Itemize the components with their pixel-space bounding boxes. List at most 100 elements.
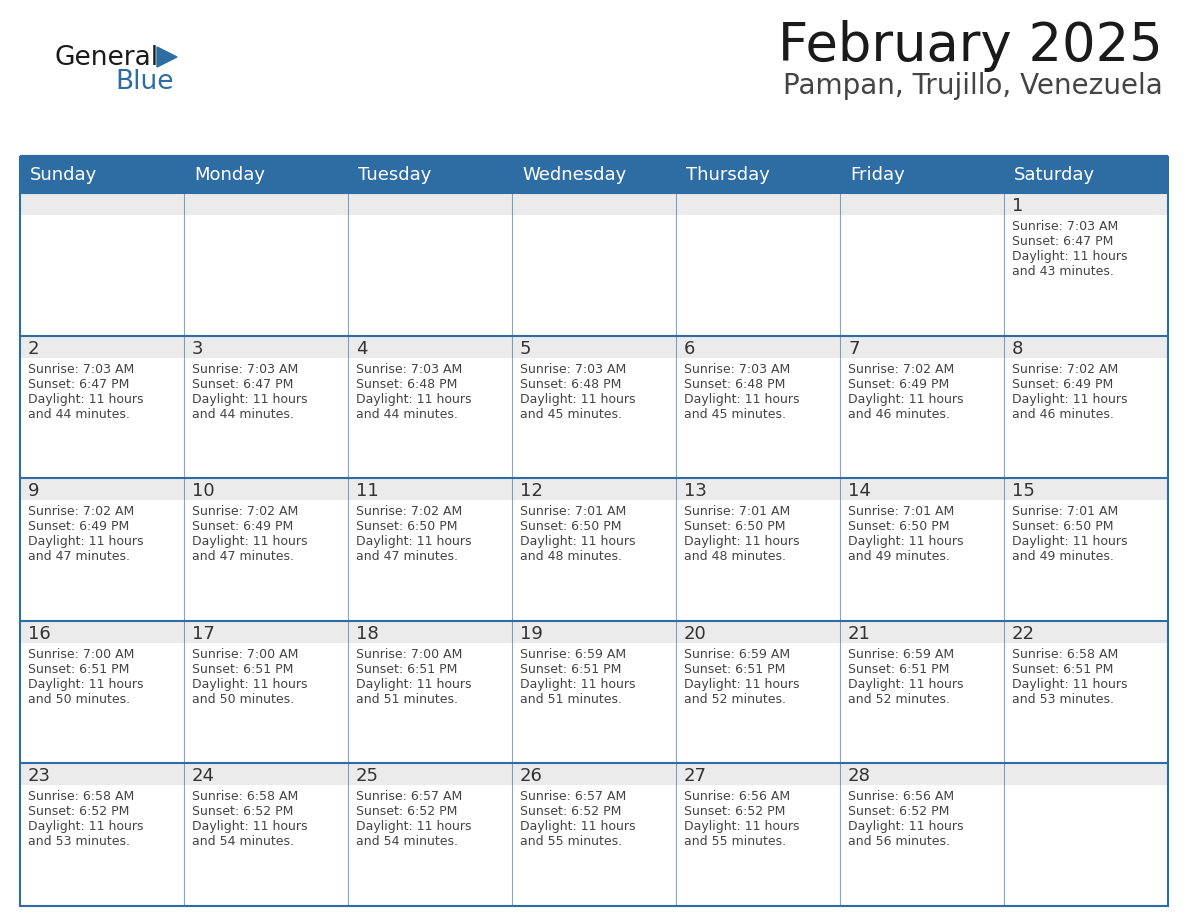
Bar: [184, 643, 348, 764]
Text: and 51 minutes.: and 51 minutes.: [356, 693, 459, 706]
Bar: [512, 358, 676, 478]
Text: General: General: [55, 45, 159, 71]
Text: 4: 4: [356, 340, 367, 358]
Text: Sunset: 6:52 PM: Sunset: 6:52 PM: [192, 805, 293, 819]
Bar: [184, 786, 348, 906]
Text: Sunset: 6:50 PM: Sunset: 6:50 PM: [684, 521, 785, 533]
Text: 13: 13: [684, 482, 707, 500]
Bar: [348, 193, 512, 215]
Text: Sunset: 6:52 PM: Sunset: 6:52 PM: [684, 805, 785, 819]
Text: Sunrise: 7:00 AM: Sunrise: 7:00 AM: [192, 648, 298, 661]
Bar: [20, 786, 184, 906]
Bar: [840, 478, 1004, 500]
Text: Daylight: 11 hours: Daylight: 11 hours: [520, 821, 636, 834]
Text: and 56 minutes.: and 56 minutes.: [848, 835, 950, 848]
Polygon shape: [157, 47, 177, 67]
Bar: [1004, 215, 1168, 336]
Bar: [20, 764, 184, 786]
Text: 27: 27: [684, 767, 707, 786]
Text: February 2025: February 2025: [778, 20, 1163, 72]
Text: Daylight: 11 hours: Daylight: 11 hours: [848, 677, 963, 691]
Text: Sunrise: 7:00 AM: Sunrise: 7:00 AM: [356, 648, 462, 661]
Bar: [20, 500, 184, 621]
Bar: [676, 336, 840, 358]
Text: Sunset: 6:51 PM: Sunset: 6:51 PM: [520, 663, 621, 676]
Text: Sunset: 6:52 PM: Sunset: 6:52 PM: [848, 805, 949, 819]
Text: Sunrise: 6:59 AM: Sunrise: 6:59 AM: [684, 648, 790, 661]
Bar: [676, 478, 840, 500]
Text: Sunrise: 6:57 AM: Sunrise: 6:57 AM: [356, 790, 462, 803]
Text: 26: 26: [520, 767, 543, 786]
Text: Sunrise: 6:58 AM: Sunrise: 6:58 AM: [1012, 648, 1118, 661]
Text: Daylight: 11 hours: Daylight: 11 hours: [684, 821, 800, 834]
Text: Wednesday: Wednesday: [522, 166, 626, 184]
Bar: [840, 764, 1004, 786]
Text: Sunset: 6:51 PM: Sunset: 6:51 PM: [192, 663, 293, 676]
Text: Sunrise: 6:59 AM: Sunrise: 6:59 AM: [848, 648, 954, 661]
Text: Sunrise: 7:01 AM: Sunrise: 7:01 AM: [848, 505, 954, 518]
Text: Sunset: 6:48 PM: Sunset: 6:48 PM: [520, 377, 621, 390]
Text: Daylight: 11 hours: Daylight: 11 hours: [848, 393, 963, 406]
Text: Sunset: 6:47 PM: Sunset: 6:47 PM: [29, 377, 129, 390]
Text: Sunrise: 6:56 AM: Sunrise: 6:56 AM: [848, 790, 954, 803]
Text: Sunday: Sunday: [30, 166, 97, 184]
Text: and 47 minutes.: and 47 minutes.: [29, 550, 129, 564]
Text: and 55 minutes.: and 55 minutes.: [684, 835, 786, 848]
Text: Sunset: 6:50 PM: Sunset: 6:50 PM: [356, 521, 457, 533]
Text: 23: 23: [29, 767, 51, 786]
Text: 11: 11: [356, 482, 379, 500]
Text: and 50 minutes.: and 50 minutes.: [192, 693, 295, 706]
Text: and 51 minutes.: and 51 minutes.: [520, 693, 623, 706]
Text: Daylight: 11 hours: Daylight: 11 hours: [1012, 535, 1127, 548]
Bar: [184, 621, 348, 643]
Bar: [1004, 786, 1168, 906]
Bar: [676, 786, 840, 906]
Text: Daylight: 11 hours: Daylight: 11 hours: [848, 535, 963, 548]
Text: Sunset: 6:49 PM: Sunset: 6:49 PM: [29, 521, 129, 533]
Bar: [676, 193, 840, 215]
Text: Sunrise: 7:02 AM: Sunrise: 7:02 AM: [1012, 363, 1118, 375]
Bar: [1004, 193, 1168, 215]
Bar: [512, 478, 676, 500]
Text: 10: 10: [192, 482, 215, 500]
Text: and 44 minutes.: and 44 minutes.: [356, 408, 457, 420]
Text: and 49 minutes.: and 49 minutes.: [848, 550, 950, 564]
Text: Sunrise: 7:03 AM: Sunrise: 7:03 AM: [356, 363, 462, 375]
Bar: [840, 621, 1004, 643]
Text: Sunrise: 6:58 AM: Sunrise: 6:58 AM: [29, 790, 134, 803]
Text: and 52 minutes.: and 52 minutes.: [848, 693, 950, 706]
Bar: [840, 358, 1004, 478]
Text: Daylight: 11 hours: Daylight: 11 hours: [356, 821, 472, 834]
Text: Sunset: 6:52 PM: Sunset: 6:52 PM: [356, 805, 457, 819]
Text: and 48 minutes.: and 48 minutes.: [684, 550, 786, 564]
Text: and 55 minutes.: and 55 minutes.: [520, 835, 623, 848]
Text: Daylight: 11 hours: Daylight: 11 hours: [684, 393, 800, 406]
Bar: [184, 500, 348, 621]
Text: Daylight: 11 hours: Daylight: 11 hours: [356, 677, 472, 691]
Text: and 53 minutes.: and 53 minutes.: [29, 835, 129, 848]
Text: Daylight: 11 hours: Daylight: 11 hours: [1012, 677, 1127, 691]
Bar: [840, 500, 1004, 621]
Bar: [512, 764, 676, 786]
Bar: [348, 358, 512, 478]
Text: Daylight: 11 hours: Daylight: 11 hours: [192, 535, 308, 548]
Text: 19: 19: [520, 625, 543, 643]
Bar: [676, 215, 840, 336]
Text: 7: 7: [848, 340, 859, 358]
Text: Daylight: 11 hours: Daylight: 11 hours: [29, 393, 144, 406]
Bar: [676, 500, 840, 621]
Text: Sunset: 6:49 PM: Sunset: 6:49 PM: [1012, 377, 1113, 390]
Text: Sunset: 6:52 PM: Sunset: 6:52 PM: [520, 805, 621, 819]
Bar: [348, 478, 512, 500]
Bar: [348, 764, 512, 786]
Bar: [184, 336, 348, 358]
Text: Daylight: 11 hours: Daylight: 11 hours: [192, 393, 308, 406]
Text: Sunset: 6:47 PM: Sunset: 6:47 PM: [1012, 235, 1113, 248]
Text: 17: 17: [192, 625, 215, 643]
Text: Sunrise: 7:03 AM: Sunrise: 7:03 AM: [684, 363, 790, 375]
Bar: [676, 764, 840, 786]
Text: Sunrise: 7:03 AM: Sunrise: 7:03 AM: [520, 363, 626, 375]
Bar: [676, 643, 840, 764]
Text: and 44 minutes.: and 44 minutes.: [29, 408, 129, 420]
Text: Sunrise: 7:02 AM: Sunrise: 7:02 AM: [192, 505, 298, 518]
